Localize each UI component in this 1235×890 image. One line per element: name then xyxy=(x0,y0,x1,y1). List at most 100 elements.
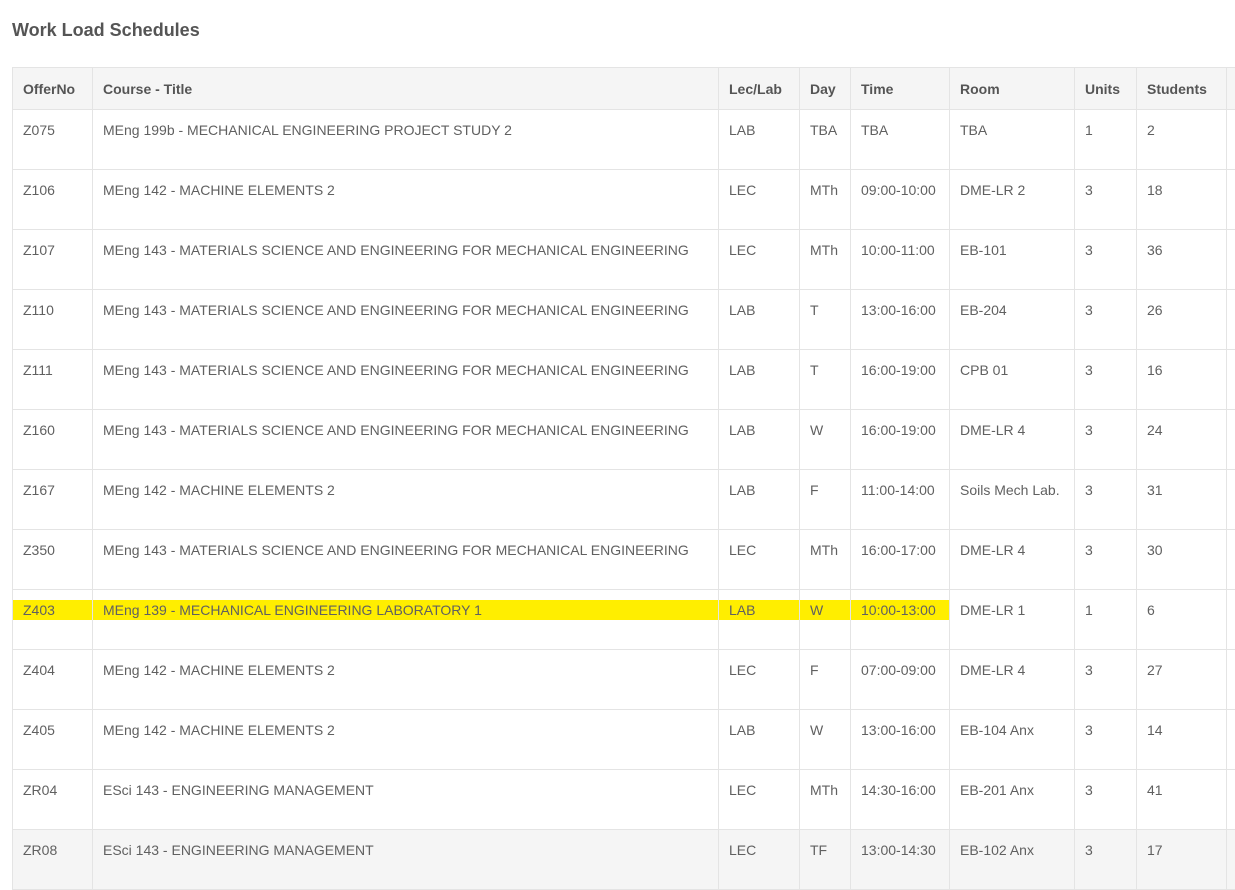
cell-course-title: MEng 142 - MACHINE ELEMENTS 2 xyxy=(93,470,719,530)
highlighted-text: 10:00-13:00 xyxy=(851,600,949,620)
header-day[interactable]: Day xyxy=(800,68,851,110)
cell-course-title: MEng 139 - MECHANICAL ENGINEERING LABORA… xyxy=(93,590,719,650)
cell-lec-lab: LAB xyxy=(719,410,800,470)
header-time[interactable]: Time xyxy=(851,68,950,110)
cell-students: 36 xyxy=(1137,230,1227,290)
cell-offer-no: Z160 xyxy=(13,410,93,470)
cell-time: 16:00-19:00 xyxy=(851,350,950,410)
header-offer-no[interactable]: OfferNo xyxy=(13,68,93,110)
cell-extra xyxy=(1227,590,1235,650)
cell-day: W xyxy=(800,590,851,650)
cell-students: 26 xyxy=(1137,290,1227,350)
cell-lec-lab: LAB xyxy=(719,110,800,170)
cell-extra xyxy=(1227,170,1235,230)
cell-course-title: MEng 142 - MACHINE ELEMENTS 2 xyxy=(93,650,719,710)
cell-units: 1 xyxy=(1075,590,1137,650)
cell-offer-no: ZR04 xyxy=(13,770,93,830)
header-course-title[interactable]: Course - Title xyxy=(93,68,719,110)
cell-offer-no: ZR08 xyxy=(13,830,93,890)
cell-day: TF xyxy=(800,830,851,890)
cell-units: 3 xyxy=(1075,770,1137,830)
cell-day: MTh xyxy=(800,230,851,290)
cell-extra xyxy=(1227,290,1235,350)
cell-offer-no: Z107 xyxy=(13,230,93,290)
cell-time: 13:00-16:00 xyxy=(851,710,950,770)
cell-students: 6 xyxy=(1137,590,1227,650)
cell-lec-lab: LAB xyxy=(719,710,800,770)
cell-lec-lab: LAB xyxy=(719,590,800,650)
highlighted-text: MEng 139 - MECHANICAL ENGINEERING LABORA… xyxy=(93,600,718,620)
cell-course-title: MEng 143 - MATERIALS SCIENCE AND ENGINEE… xyxy=(93,410,719,470)
cell-day: W xyxy=(800,710,851,770)
cell-extra xyxy=(1227,230,1235,290)
cell-extra xyxy=(1227,530,1235,590)
cell-extra xyxy=(1227,410,1235,470)
cell-units: 1 xyxy=(1075,110,1137,170)
cell-course-title: MEng 143 - MATERIALS SCIENCE AND ENGINEE… xyxy=(93,290,719,350)
cell-room: CPB 01 xyxy=(950,350,1075,410)
header-students[interactable]: Students xyxy=(1137,68,1227,110)
cell-lec-lab: LEC xyxy=(719,650,800,710)
cell-students: 31 xyxy=(1137,470,1227,530)
highlighted-text: Z403 xyxy=(13,600,92,620)
cell-offer-no: Z350 xyxy=(13,530,93,590)
cell-room: Soils Mech Lab. xyxy=(950,470,1075,530)
cell-room: EB-104 Anx xyxy=(950,710,1075,770)
cell-offer-no: Z403 xyxy=(13,590,93,650)
cell-extra xyxy=(1227,470,1235,530)
cell-room: DME-LR 4 xyxy=(950,530,1075,590)
cell-units: 3 xyxy=(1075,470,1137,530)
cell-room: EB-204 xyxy=(950,290,1075,350)
cell-time: 09:00-10:00 xyxy=(851,170,950,230)
header-lec-lab[interactable]: Lec/Lab xyxy=(719,68,800,110)
header-extra xyxy=(1227,68,1235,110)
cell-units: 3 xyxy=(1075,230,1137,290)
cell-day: TBA xyxy=(800,110,851,170)
cell-time: 13:00-16:00 xyxy=(851,290,950,350)
cell-course-title: ESci 143 - ENGINEERING MANAGEMENT xyxy=(93,770,719,830)
cell-course-title: MEng 199b - MECHANICAL ENGINEERING PROJE… xyxy=(93,110,719,170)
cell-lec-lab: LAB xyxy=(719,350,800,410)
cell-room: EB-101 xyxy=(950,230,1075,290)
cell-offer-no: Z106 xyxy=(13,170,93,230)
cell-extra xyxy=(1227,650,1235,710)
cell-day: T xyxy=(800,350,851,410)
cell-room: DME-LR 2 xyxy=(950,170,1075,230)
cell-units: 3 xyxy=(1075,710,1137,770)
cell-time: 10:00-13:00 xyxy=(851,590,950,650)
cell-students: 30 xyxy=(1137,530,1227,590)
cell-room: EB-102 Anx xyxy=(950,830,1075,890)
header-room[interactable]: Room xyxy=(950,68,1075,110)
cell-room: DME-LR 4 xyxy=(950,650,1075,710)
cell-students: 14 xyxy=(1137,710,1227,770)
header-units[interactable]: Units xyxy=(1075,68,1137,110)
cell-extra xyxy=(1227,110,1235,170)
cell-units: 3 xyxy=(1075,410,1137,470)
cell-time: TBA xyxy=(851,110,950,170)
cell-room: DME-LR 4 xyxy=(950,410,1075,470)
schedule-table: OfferNo Course - Title Lec/Lab Day Time … xyxy=(12,67,1235,890)
cell-students: 16 xyxy=(1137,350,1227,410)
cell-time: 10:00-11:00 xyxy=(851,230,950,290)
cell-students: 27 xyxy=(1137,650,1227,710)
cell-course-title: MEng 142 - MACHINE ELEMENTS 2 xyxy=(93,710,719,770)
cell-day: MTh xyxy=(800,770,851,830)
cell-day: MTh xyxy=(800,170,851,230)
cell-lec-lab: LEC xyxy=(719,530,800,590)
cell-time: 11:00-14:00 xyxy=(851,470,950,530)
cell-course-title: ESci 143 - ENGINEERING MANAGEMENT xyxy=(93,830,719,890)
cell-units: 3 xyxy=(1075,650,1137,710)
